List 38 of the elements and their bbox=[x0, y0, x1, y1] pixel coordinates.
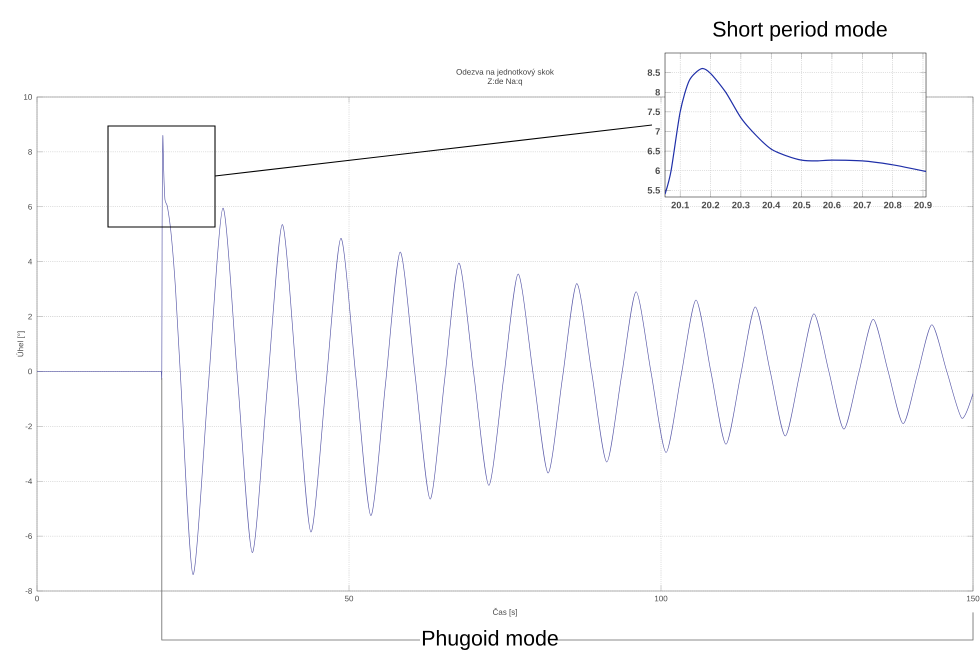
y-tick-label: 10 bbox=[24, 94, 32, 100]
y-tick-label: 4 bbox=[28, 258, 32, 264]
y-tick-label: 8 bbox=[655, 88, 660, 96]
x-tick-label: 0 bbox=[35, 596, 39, 602]
chart-title: Odezva na jednotkový skok bbox=[456, 68, 554, 76]
x-tick-label: 20.6 bbox=[823, 202, 841, 208]
line-series bbox=[665, 68, 926, 195]
x-tick-label: 20.5 bbox=[792, 202, 810, 208]
y-tick-label: -2 bbox=[26, 424, 32, 430]
y-axis-title: Úhel [°] bbox=[16, 331, 25, 357]
y-tick-label: 5.5 bbox=[648, 187, 660, 194]
y-tick-label: 6 bbox=[655, 167, 660, 174]
chart-subtitle: Z:de Na:q bbox=[488, 78, 522, 86]
x-tick-label: 150 bbox=[966, 596, 980, 602]
text: Short period mode bbox=[713, 21, 887, 41]
y-tick-label: -6 bbox=[26, 533, 32, 539]
x-axis-title: Čas [s] bbox=[492, 608, 517, 617]
x-tick-label: 20.8 bbox=[884, 202, 902, 208]
y-tick-label: 8 bbox=[28, 149, 32, 155]
y-tick-label: 7 bbox=[656, 128, 660, 135]
x-tick-label: 50 bbox=[344, 596, 354, 602]
y-tick-label: 8.5 bbox=[648, 69, 660, 76]
y-tick-label: -8 bbox=[26, 588, 32, 594]
x-tick-label: 20.4 bbox=[762, 202, 780, 208]
y-tick-label: 0 bbox=[28, 368, 32, 374]
y-tick-label: 2 bbox=[28, 314, 32, 320]
x-tick-label: 20.2 bbox=[702, 202, 720, 208]
x-tick-label: 20.1 bbox=[671, 202, 690, 208]
annotation: Phugoid mode bbox=[422, 630, 558, 650]
y-tick-label: -4 bbox=[26, 478, 32, 484]
x-tick-label: 100 bbox=[654, 596, 668, 602]
y-tick-label: 6 bbox=[28, 204, 32, 210]
y-tick-label: 7.5 bbox=[648, 108, 660, 116]
line-series bbox=[37, 135, 974, 575]
x-tick-label: 20.9 bbox=[914, 202, 932, 208]
x-tick-label: 20.7 bbox=[854, 202, 871, 208]
x-tick-label: 20.3 bbox=[732, 202, 750, 208]
y-tick-label: 6.5 bbox=[648, 148, 660, 154]
